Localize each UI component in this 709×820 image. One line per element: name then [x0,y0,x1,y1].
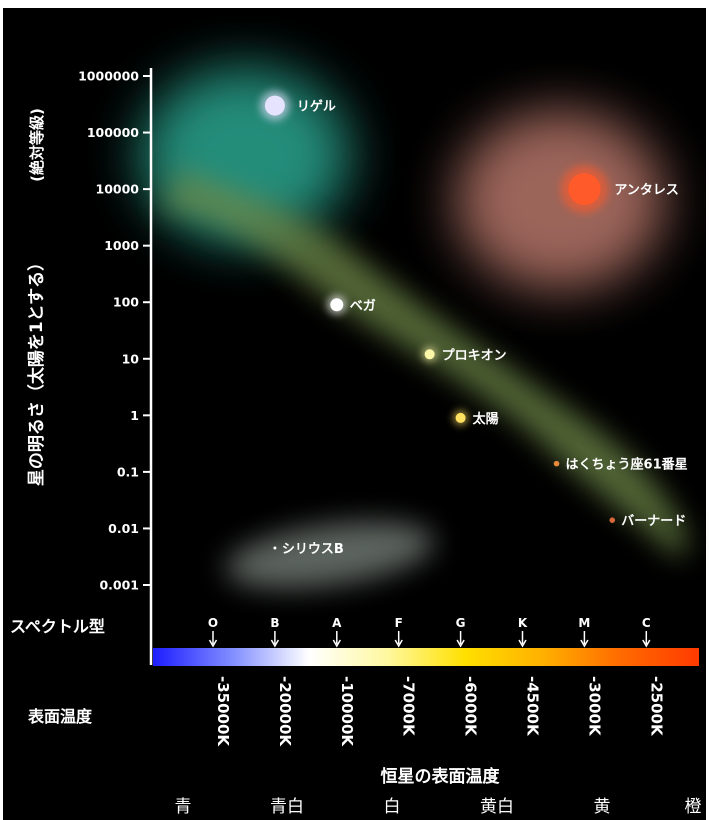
temperature-value: -6000K [462,676,480,737]
y-tick-label: 1000000 [78,69,139,84]
y-tick-label: 100 [113,295,139,310]
y-axis: 0.001 0.01 0.1 1 10 100 1000 10000 100000 1000000 [78,68,153,665]
spectral-type-letter: F [395,616,403,630]
y-axis-label: 星の明るさ（太陽を1とする） [26,254,47,486]
region-main-sequence [160,170,688,560]
star-リゲル: リゲル [259,90,336,121]
y-tick-label: 100000 [87,125,139,140]
spectral-type-F: F [394,616,403,648]
spectral-type-B: B [270,616,280,648]
star-point [609,517,616,523]
color-word: 青白 [270,797,304,817]
spectral-type-letter: C [642,616,651,630]
spectral-type-M: M [578,616,590,648]
spectral-type-O: O [208,616,218,648]
star-label: ベガ [350,299,376,314]
spectral-arrow-head [208,639,218,648]
star-シリウスB: シリウスB [273,542,344,557]
temperature-value: -2500K [647,676,665,737]
y-tick-label: 1000 [104,238,139,253]
color-word: 青 [175,797,192,817]
spectral-type-G: G [456,616,466,648]
temp-tick-6000K: -6000K [462,676,480,737]
temp-tick-20000K: -20000K [276,676,294,747]
spectral-type-letter: K [518,616,528,630]
color-word: 黄白 [480,797,514,817]
star-label: アンタレス [614,183,678,198]
color-word: 黄 [594,797,611,817]
spectral-type-C: C [642,616,651,648]
temperature-value: -3000K [585,676,603,737]
y-tick-label: 10000 [96,182,140,197]
star-アンタレス: アンタレス [560,165,679,214]
x-axis-label: 恒星の表面温度 [381,766,501,787]
star-太陽: 太陽 [453,410,499,427]
star-point [568,173,601,206]
temp-tick-3000K: -3000K [585,676,603,737]
temp-tick-10000K: -10000K [338,676,356,747]
spectral-type-A: A [332,616,342,648]
regions-layer [140,67,688,589]
temp-tick-7000K: -7000K [400,676,418,737]
y-axis-sublabel: (絶対等級) [28,108,46,182]
spectral-color-bar [153,648,699,666]
star-point [424,349,435,360]
y-tick-label: 0.01 [108,521,139,536]
star-point [553,460,560,467]
star-バーナード: バーナード [609,514,686,529]
color-word: 橙 [685,797,702,817]
temperature-value: -7000K [400,676,418,737]
spectral-type-letter: M [578,616,590,630]
star-point [330,298,344,312]
star-point [264,95,285,116]
temperature-label: 表面温度 [27,707,93,726]
star-label: プロキオン [442,348,507,363]
spectral-type-K: K [518,616,528,648]
spectral-arrow-head [456,639,465,648]
color-word: 白 [384,797,401,817]
region-white-dwarfs [225,521,435,589]
spectral-type-letter: B [270,616,279,630]
temperature-value: -20000K [276,676,294,747]
spectral-type-letter: A [332,616,342,630]
y-tick-label: 10 [122,351,140,366]
temp-tick-4500K: -4500K [524,676,542,737]
temperature-value: -35000K [214,676,232,747]
region-giants [455,110,665,290]
spectral-type-label: スペクトル型 [10,617,105,636]
y-tick-label: 0.1 [117,464,139,479]
y-tick-label: 1 [130,408,139,423]
star-point [273,546,277,550]
temperature-value: -4500K [524,676,542,737]
spectral-arrow-head [518,639,527,648]
star-point [455,412,466,423]
spectral-arrow-head [332,639,341,648]
star-プロキオン: プロキオン [422,346,507,363]
star-label: はくちょう座61番星 [566,457,688,473]
temp-tick-35000K: -35000K [214,676,232,747]
star-label: バーナード [621,514,686,529]
spectral-type-letter: G [456,616,466,630]
y-tick-label: 0.001 [99,578,139,593]
temp-tick-2500K: -2500K [647,676,665,737]
spectral-arrow-head [642,639,651,648]
spectral-arrow-head [394,639,403,648]
star-ベガ: ベガ [327,295,376,315]
star-label: シリウスB [282,542,344,557]
star-はくちょう座61番星: はくちょう座61番星 [553,457,688,473]
star-label: リゲル [297,99,336,115]
spectral-arrow-head [580,639,589,648]
temperature-value: -10000K [338,676,356,747]
star-label: 太陽 [472,411,499,427]
spectral-arrow-head [270,639,280,648]
spectral-type-letter: O [208,616,218,630]
